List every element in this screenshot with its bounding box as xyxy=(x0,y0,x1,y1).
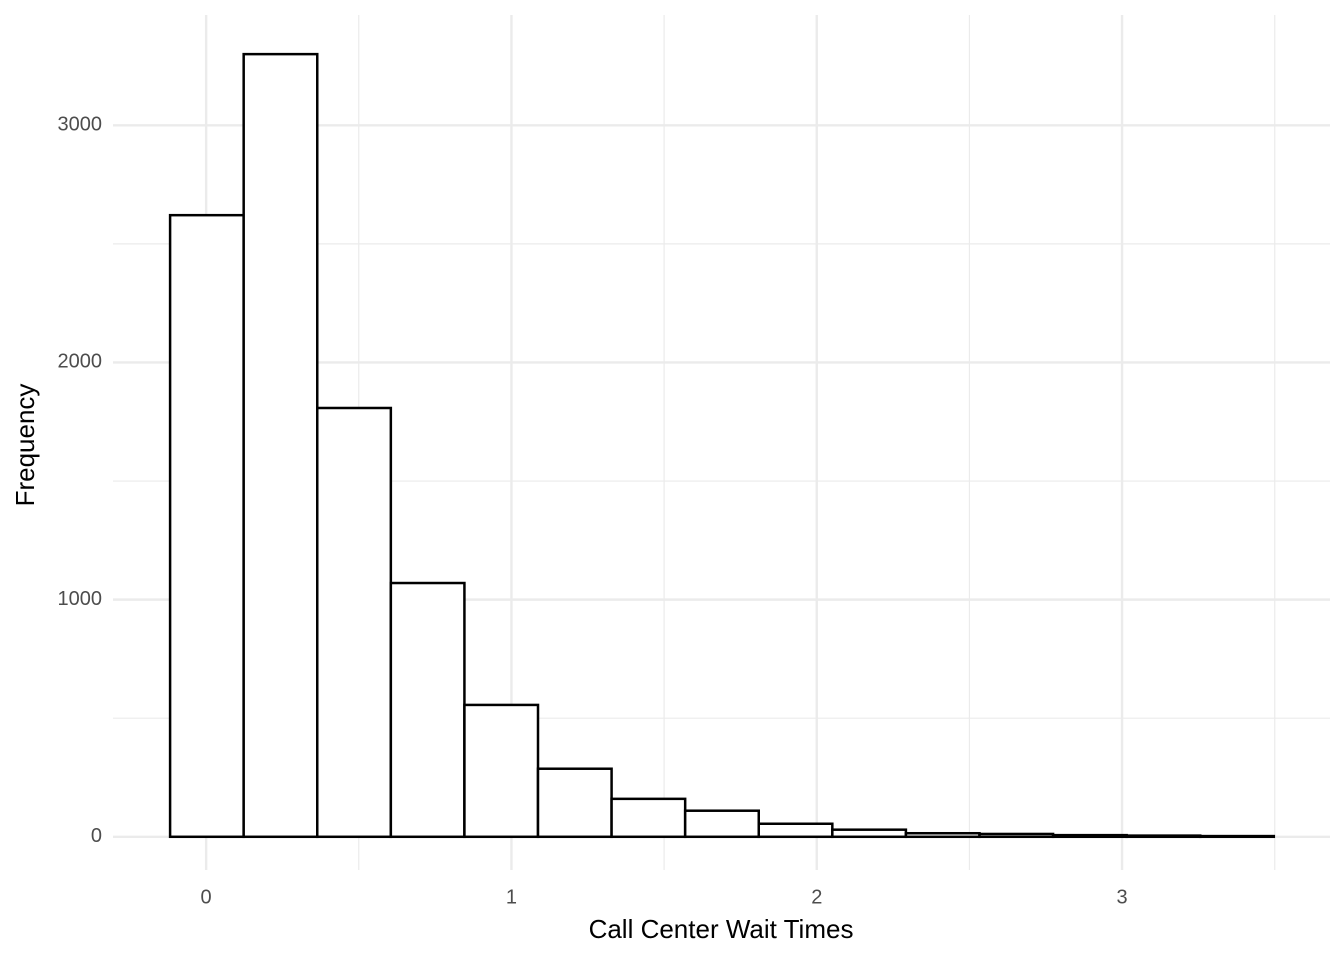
bar xyxy=(1125,834,1202,839)
bar xyxy=(757,822,834,839)
bar xyxy=(1051,833,1128,839)
bar xyxy=(831,828,908,839)
bar xyxy=(610,797,687,839)
y-axis-title: Frequency xyxy=(10,384,40,507)
x-tick-label: 0 xyxy=(201,886,212,908)
y-tick-label: 1000 xyxy=(58,588,103,610)
x-tick-label: 1 xyxy=(506,886,517,908)
bar xyxy=(463,703,540,839)
bar xyxy=(389,581,466,839)
y-tick-label: 2000 xyxy=(58,351,103,373)
bar xyxy=(683,809,760,839)
x-tick-label: 3 xyxy=(1117,886,1128,908)
bar xyxy=(978,832,1055,839)
x-tick-label: 2 xyxy=(811,886,822,908)
bar xyxy=(1198,834,1276,839)
bar xyxy=(904,831,981,839)
bar xyxy=(536,767,613,839)
y-tick-label: 0 xyxy=(91,825,102,847)
y-tick-label: 3000 xyxy=(58,114,103,136)
bar xyxy=(168,213,245,839)
x-axis-title: Call Center Wait Times xyxy=(589,914,854,944)
bar xyxy=(316,406,393,839)
bar xyxy=(242,52,319,839)
